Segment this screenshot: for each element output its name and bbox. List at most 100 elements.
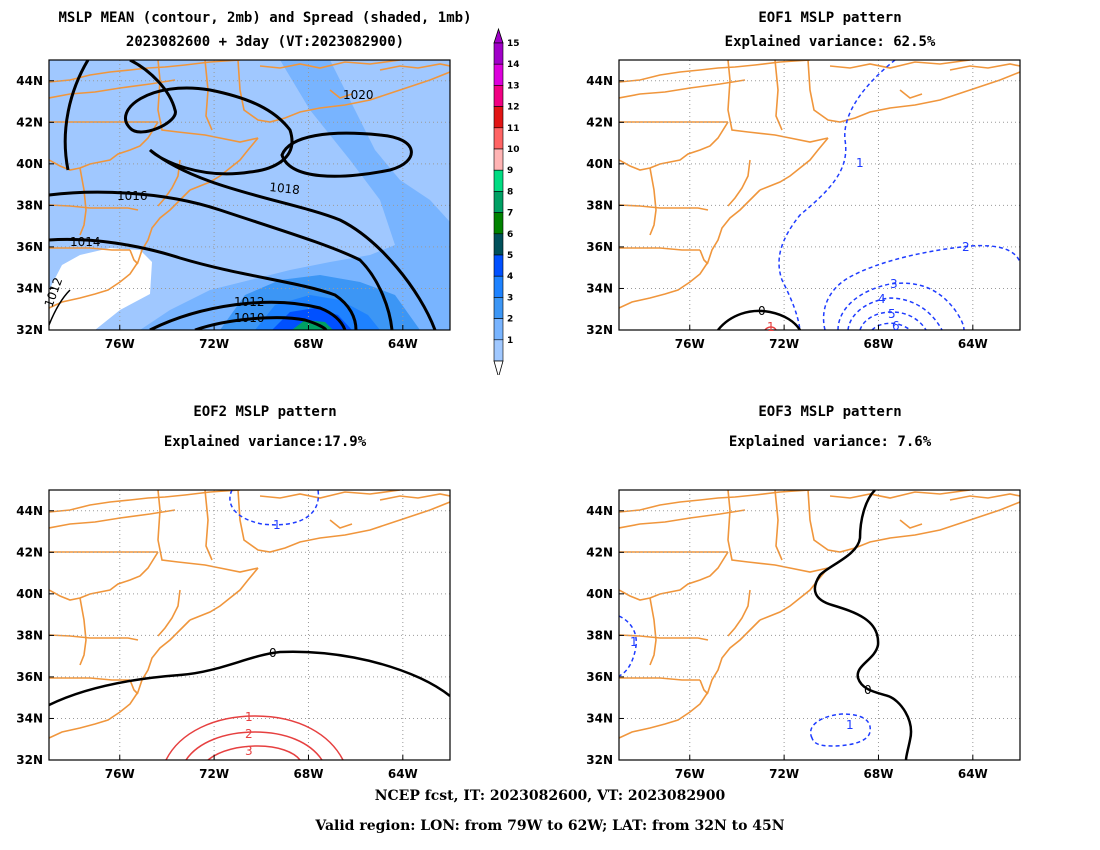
lat-tick-label: 38N	[586, 198, 613, 212]
label-1016: 1016	[117, 189, 148, 203]
colorbar-swatch	[493, 233, 504, 256]
coastline-segment	[79, 551, 159, 599]
coastline-segment	[759, 137, 829, 191]
eof2-label-0: 0	[269, 646, 277, 660]
coastline-segment	[619, 204, 709, 211]
eof3-label-0: 0	[864, 683, 872, 697]
coastline-segment	[774, 490, 783, 561]
lon-ticks-mean: 76W 72W 68W 64W	[105, 325, 418, 351]
mean-map-panel: 1020 1018 1016 1014 1012 1010 1012 44N42…	[16, 59, 451, 351]
colorbar-top-arrow	[493, 27, 504, 44]
lon-tick-label: 64W	[388, 337, 418, 351]
grid-eof3	[619, 490, 1020, 760]
lon-tick-label: 72W	[769, 767, 799, 781]
eof1-contour-neg3	[837, 282, 965, 330]
colorbar-label: 11	[507, 124, 520, 134]
coastline-segment	[49, 634, 139, 641]
coastline-segment	[619, 509, 746, 529]
grid-eof2	[49, 490, 450, 760]
lon-tick-label: 64W	[958, 767, 988, 781]
colorbar-bottom-arrow	[493, 360, 504, 375]
lat-tick-label: 36N	[586, 240, 613, 254]
grid-eof1	[619, 60, 1020, 330]
colorbar-label: 5	[507, 251, 513, 261]
coastline-eof2	[49, 490, 450, 739]
lat-tick-label: 42N	[16, 545, 43, 559]
coastline-segment	[49, 589, 81, 601]
eof1-label-3: 3	[890, 277, 898, 291]
footer-forecast-info: NCEP fcst, IT: 2023082600, VT: 202308290…	[374, 788, 726, 804]
coastline-segment	[49, 490, 241, 513]
eof1-map-panel: 1 2 3 4 5 6 0 1 44N 42N 40N 38N 36N 34N 32N 76…	[586, 59, 1021, 351]
eof2-title-line1: EOF2 MSLP pattern	[193, 404, 337, 420]
colorbar-label: 9	[507, 166, 513, 176]
lon-tick-label: 72W	[199, 767, 229, 781]
coastline-segment	[189, 567, 259, 621]
coastline-eof1	[619, 60, 1020, 309]
lat-tick-label: 40N	[16, 587, 43, 601]
coastline-segment	[49, 189, 191, 309]
spread-shade-3	[140, 60, 450, 330]
lat-tick-label: 40N	[586, 587, 613, 601]
eof3-title-line1: EOF3 MSLP pattern	[758, 404, 902, 420]
lon-tick-label: 68W	[864, 337, 894, 351]
colorbar-swatch	[493, 169, 504, 192]
lon-tick-label: 64W	[388, 767, 418, 781]
coastline-segment	[619, 189, 761, 309]
colorbar-swatch	[493, 42, 504, 65]
coastline-segment	[727, 60, 829, 143]
eof1-label-0: 0	[758, 304, 766, 318]
eof1-label-pos1: 1	[767, 320, 775, 334]
coastline-segment	[237, 60, 450, 123]
coastline-segment	[379, 493, 450, 501]
coastline-segment	[259, 490, 401, 499]
lat-tick-label: 44N	[16, 74, 43, 88]
mean-title-line2: 2023082600 + 3day (VT:2023082900)	[125, 34, 405, 50]
coastline-segment	[329, 519, 353, 529]
spread-colorbar: 15 14 13 12 11 10 9 8 7 6 5 4 3 2 1	[493, 27, 520, 375]
coastline-segment	[79, 121, 159, 169]
isobar-1020	[280, 131, 413, 178]
lon-tick-label: 68W	[294, 337, 324, 351]
coastline-segment	[759, 567, 829, 621]
coastline-segment	[619, 589, 651, 601]
lat-tick-label: 34N	[586, 281, 613, 295]
eof1-title-line1: EOF1 MSLP pattern	[758, 10, 902, 26]
lat-tick-label: 34N	[16, 281, 43, 295]
eof1-label-4: 4	[878, 292, 886, 306]
lat-tick-label: 44N	[586, 504, 613, 518]
eof1-contour-neg2	[822, 244, 1020, 330]
colorbar-swatch	[493, 85, 504, 107]
eof3-map-panel: 1 0 1 44N 42N 40N 38N 36N 34N 32N 76W 72W 68W 64W	[586, 489, 1021, 781]
eof3-title-line2: Explained variance: 7.6%	[728, 434, 932, 450]
label-1018: 1018	[269, 180, 301, 197]
colorbar-swatch	[493, 297, 504, 319]
colorbar-label: 1	[507, 336, 513, 346]
coastline-segment	[829, 60, 971, 69]
mean-title-line1: MSLP MEAN (contour, 2mb) and Spread (sha…	[58, 10, 472, 26]
eof1-label-5: 5	[888, 307, 896, 321]
colorbar-label: 12	[507, 103, 520, 113]
coastline-segment	[619, 79, 746, 99]
coastline-segment	[204, 490, 213, 561]
eof2-label-1: 1	[245, 710, 253, 724]
eof1-contour-neg6	[871, 322, 911, 330]
colorbar-swatch	[493, 106, 504, 129]
spread-shade-1	[49, 248, 152, 330]
coastline-segment	[237, 490, 450, 553]
colorbar-label: 3	[507, 293, 513, 303]
coastline-segment	[727, 589, 751, 637]
lat-tick-label: 38N	[16, 628, 43, 642]
lon-ticks-eof1: 76W 72W 68W 64W	[675, 325, 988, 351]
label-1020: 1020	[343, 88, 374, 102]
coastline-segment	[899, 519, 923, 529]
lon-tick-label: 76W	[105, 767, 135, 781]
eof2-contour-pos3	[207, 745, 301, 760]
eof1-title-line2: Explained variance: 62.5%	[724, 34, 936, 50]
coastline-eof3	[619, 490, 1020, 739]
eof2-label-3: 3	[245, 744, 253, 758]
coastline-segment	[129, 679, 139, 695]
eof1-contour-neg1	[778, 60, 896, 330]
lon-tick-label: 64W	[958, 337, 988, 351]
lat-tick-label: 36N	[586, 670, 613, 684]
